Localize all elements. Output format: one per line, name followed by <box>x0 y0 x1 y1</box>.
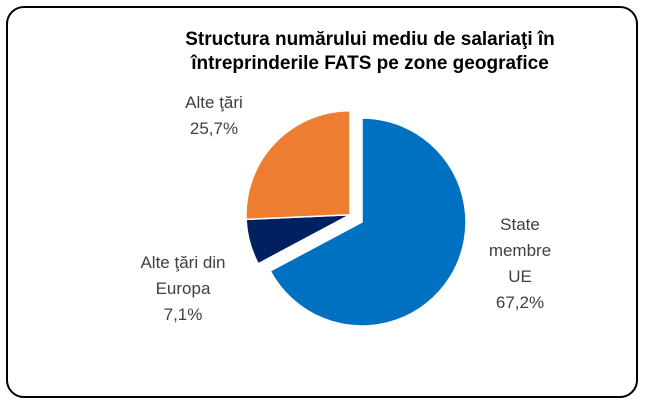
chart-frame <box>6 6 638 398</box>
value-label: 25,7% <box>189 119 239 138</box>
category-label: State membre UE <box>488 215 552 286</box>
category-label: Alte ţări din Europa <box>140 253 226 298</box>
pie-slice <box>269 117 467 327</box>
value-label: 7,1% <box>163 305 203 324</box>
slice-label: Alte ţări din Europa 7,1% <box>123 250 243 328</box>
slice-label: Alte ţări 25,7% <box>164 90 264 142</box>
value-label: 67,2% <box>495 293 545 312</box>
slice-label: State membre UE 67,2% <box>470 212 570 316</box>
pie-slice <box>245 110 351 221</box>
chart-title: Structura numărului mediu de salariaţi î… <box>185 29 555 74</box>
category-label: Alte ţări <box>185 93 243 112</box>
